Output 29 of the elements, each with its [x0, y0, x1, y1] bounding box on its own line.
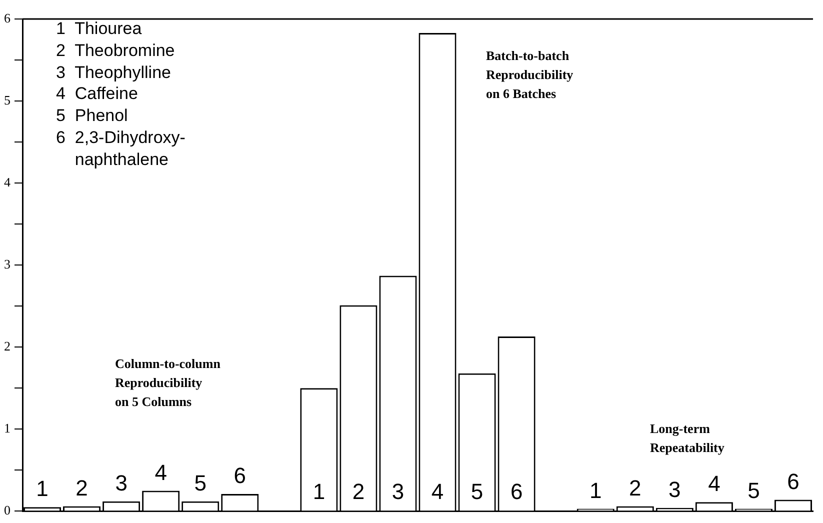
- x-tick-label: 1: [589, 478, 602, 503]
- annotation: Batch-to-batch Reproducibility on 6 Batches: [486, 47, 574, 103]
- x-tick-label: 5: [470, 479, 484, 504]
- x-tick-label: 2: [352, 479, 365, 504]
- x-tick-label: 1: [312, 479, 326, 504]
- annotation: Long-term Repeatability: [650, 420, 724, 457]
- x-tick-label: 5: [194, 470, 206, 496]
- y-tick-label: 3: [4, 256, 10, 272]
- y-tick-label: 0: [4, 502, 10, 518]
- x-tick-label: 3: [115, 470, 128, 496]
- x-tick-label: 6: [234, 463, 246, 488]
- x-tick-label: 4: [154, 460, 167, 485]
- x-tick-label: 2: [629, 475, 642, 500]
- x-tick-label: 6: [510, 479, 523, 504]
- y-tick-label: 5: [4, 92, 10, 108]
- y-tick-label: 4: [4, 174, 11, 190]
- x-tick-label: 3: [392, 479, 404, 504]
- y-tick-label: 6: [4, 10, 11, 26]
- x-tick-label: 3: [668, 476, 681, 502]
- x-tick-label: 1: [36, 476, 48, 502]
- x-tick-label: 4: [431, 479, 444, 504]
- x-tick-label: 6: [787, 468, 800, 494]
- x-tick-label: 5: [748, 478, 760, 503]
- x-tick-label: 2: [76, 475, 88, 500]
- x-tick-label: 4: [708, 471, 720, 496]
- annotation: Column-to-column Reproducibility on 5 Columns: [115, 355, 220, 411]
- annotation: 1 Thiourea 2 Theobromine 3 Theophylline 4 Caffeine 5 Phenol 6 2,3-Dihydroxy- naphthalene: [56, 18, 186, 170]
- y-tick-label: 2: [4, 338, 10, 354]
- y-tick-label: 1: [4, 420, 10, 436]
